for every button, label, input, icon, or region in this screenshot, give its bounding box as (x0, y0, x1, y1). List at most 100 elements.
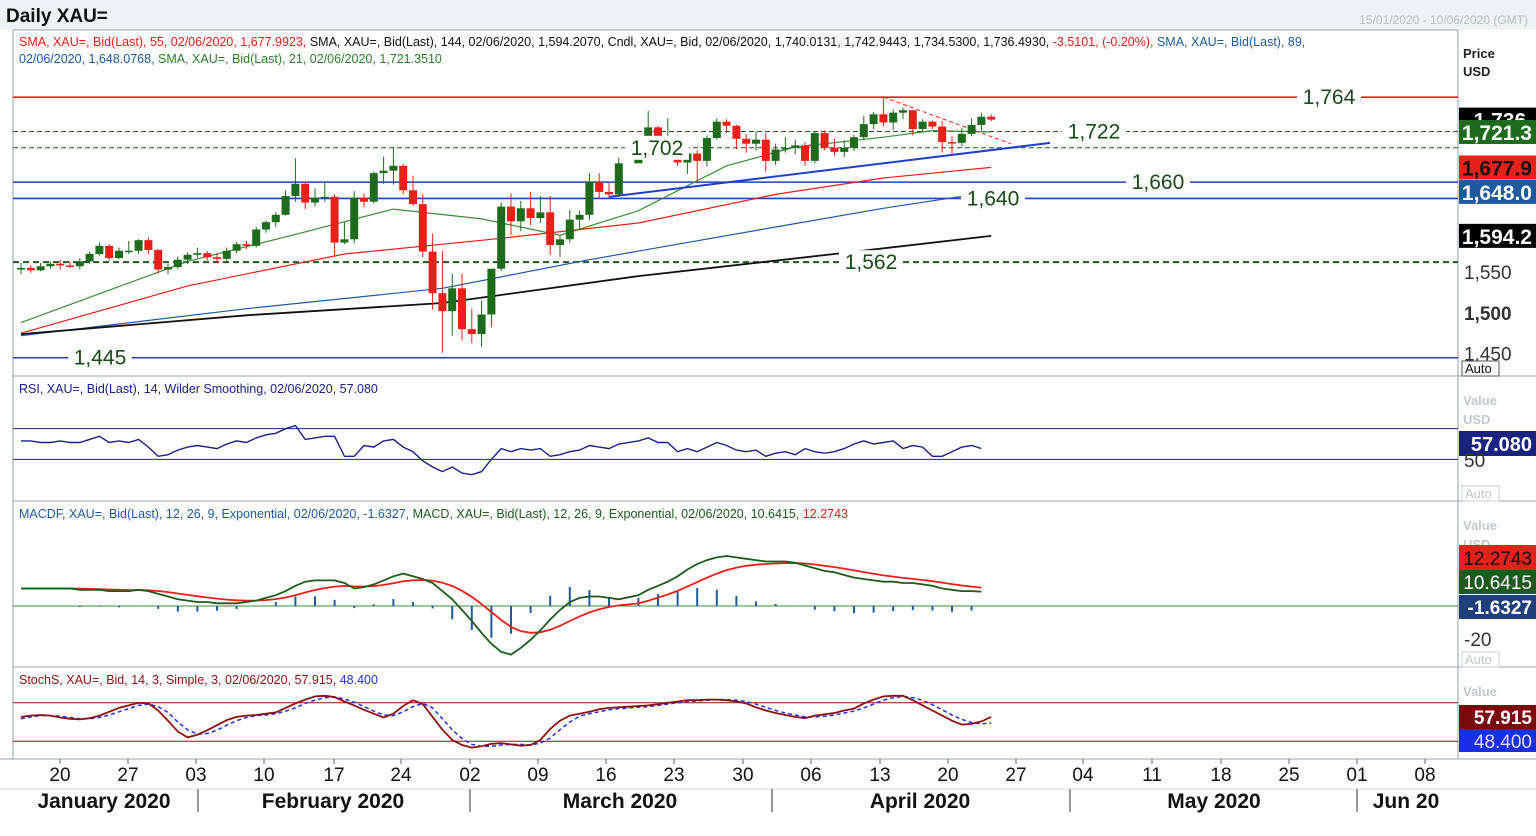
candle-2020-04-21 (693, 150, 702, 183)
candle-body (36, 266, 45, 271)
macd-legend-line: MACD, XAU=, Bid(Last), 12, 26, 9, Expone… (413, 507, 803, 521)
candle-body (742, 138, 751, 144)
candle-2020-05-29 (967, 118, 976, 137)
candle-2020-01-17 (36, 262, 45, 272)
candle-body (154, 249, 163, 270)
candle-body (213, 257, 221, 259)
date-range: 15/01/2020 - 10/06/2020 (GMT) (1359, 13, 1528, 27)
trendlines (608, 96, 1051, 198)
rsi-tick-50: 50 (1464, 451, 1485, 472)
candle-body (262, 222, 270, 230)
price-badge-4 (1459, 179, 1536, 204)
legend-sma21: SMA, XAU=, Bid(Last), 21, 02/06/2020, 1,… (158, 52, 442, 66)
legend-sma89: SMA, XAU=, Bid(Last), 89, (1157, 35, 1305, 49)
candle-body (66, 265, 74, 267)
level-labels: 1,764 1,722 1,702 1,660 1,640 1,562 1,445 (68, 85, 1361, 370)
macd-legend-signal: 12.2743 (803, 507, 848, 521)
candle-body (850, 137, 858, 148)
candle-2020-01-27 (95, 242, 104, 256)
price-badges: 1,736.1,721.31,677.91,648.01,594.2 (1459, 107, 1536, 249)
level-label-bg (625, 135, 689, 160)
candle-2020-05-05 (791, 139, 800, 155)
candle-body (928, 121, 937, 127)
candle-2020-02-14 (232, 241, 241, 254)
macd-signal-line (21, 562, 982, 634)
macd-legend: MACDF, XAU=, Bid(Last), 12, 26, 9, Expon… (19, 507, 848, 521)
auto-scale-button[interactable] (1461, 360, 1500, 377)
candle-2020-01-21 (56, 259, 65, 270)
title-bar (0, 0, 1536, 30)
candle-2020-03-10 (399, 164, 408, 195)
candle-body (399, 165, 408, 191)
macd-signal-badge (1459, 545, 1536, 570)
candle-body (183, 254, 192, 260)
macd-signal-badge-text: 12.2743 (1463, 549, 1532, 570)
candle-2020-05-25 (928, 120, 937, 130)
level-label-1660: 1,660 (1132, 171, 1185, 194)
candle-2020-02-04 (154, 249, 163, 274)
candle-2020-02-27 (320, 182, 329, 202)
candle-body (418, 204, 427, 252)
candle-2020-05-07 (810, 131, 819, 164)
candle-body (438, 293, 447, 312)
rsi-auto-label: Auto (1465, 486, 1492, 501)
stoch-d-badge-text: 48.400 (1474, 732, 1532, 753)
price-legend-line-1: SMA, XAU=, Bid(Last), 55, 02/06/2020, 1,… (19, 35, 1305, 49)
date-label-10: 30 (732, 765, 753, 786)
candle-2020-01-15 (17, 262, 25, 275)
candle-body (575, 214, 584, 220)
date-label-17: 18 (1210, 765, 1231, 786)
date-label-12: 13 (869, 765, 890, 786)
candle-body (46, 263, 55, 267)
rsi-value-badge-text: 57.080 (1471, 434, 1532, 456)
candle-body (281, 196, 290, 215)
candle-body (134, 240, 143, 251)
legend-sma89-cont: 02/06/2020, 1,648.0768, (19, 52, 158, 66)
level-label-1640: 1,640 (967, 187, 1020, 210)
candle-2020-05-12 (840, 140, 849, 157)
level-label-bg (1062, 119, 1126, 144)
month-label-4: May 2020 (1167, 790, 1260, 813)
price-tick-1500: 1,500 (1464, 304, 1512, 325)
rsi-axis-title: Value (1463, 393, 1497, 408)
date-label-18: 25 (1278, 765, 1299, 786)
macd-legend-hist: MACDF, XAU=, Bid(Last), 12, 26, 9, Expon… (19, 507, 413, 521)
candle-2020-04-27 (732, 124, 741, 150)
legend-change: -3.5101, (-0.20%), (1053, 35, 1157, 49)
level-label-bg (1297, 85, 1361, 110)
candle-body (771, 149, 780, 161)
candle-2020-05-26 (938, 120, 947, 153)
candle-2020-03-27 (526, 191, 535, 226)
candle-body (918, 121, 927, 130)
candle-body (477, 314, 486, 335)
stoch-k-badge (1459, 705, 1536, 729)
candle-body (330, 196, 339, 243)
price-badge-3 (1459, 155, 1536, 180)
candle-body (948, 142, 956, 144)
candle-body (115, 250, 123, 259)
candle-2020-04-06 (585, 173, 594, 221)
candle-body (899, 110, 907, 113)
macd-auto-button[interactable] (1461, 651, 1500, 668)
candle-2020-06-01 (977, 112, 986, 131)
legend-candle: Cndl, XAU=, Bid, 02/06/2020, 1,740.0131,… (608, 35, 1053, 49)
candle-2020-03-12 (418, 194, 427, 258)
candle-2020-04-30 (761, 133, 770, 172)
macd-line-badge-text: 10.6415 (1463, 573, 1532, 594)
candle-body (889, 112, 898, 123)
stoch-axis-title: Value (1463, 684, 1497, 699)
stoch-legend-d: 48.400 (340, 673, 378, 687)
candle-body (938, 126, 947, 143)
date-label-19: 01 (1346, 765, 1367, 786)
candle-2020-01-28 (105, 244, 114, 261)
candle-body (409, 190, 417, 205)
candle-body (389, 165, 398, 171)
level-label-bg (1126, 170, 1190, 195)
macd-tick-minus20: -20 (1464, 630, 1491, 651)
candle-2020-04-29 (752, 131, 760, 151)
candle-body (369, 173, 378, 202)
candle-2020-05-19 (889, 109, 898, 130)
date-label-2: 03 (185, 765, 206, 786)
rsi-auto-button[interactable] (1461, 485, 1500, 502)
